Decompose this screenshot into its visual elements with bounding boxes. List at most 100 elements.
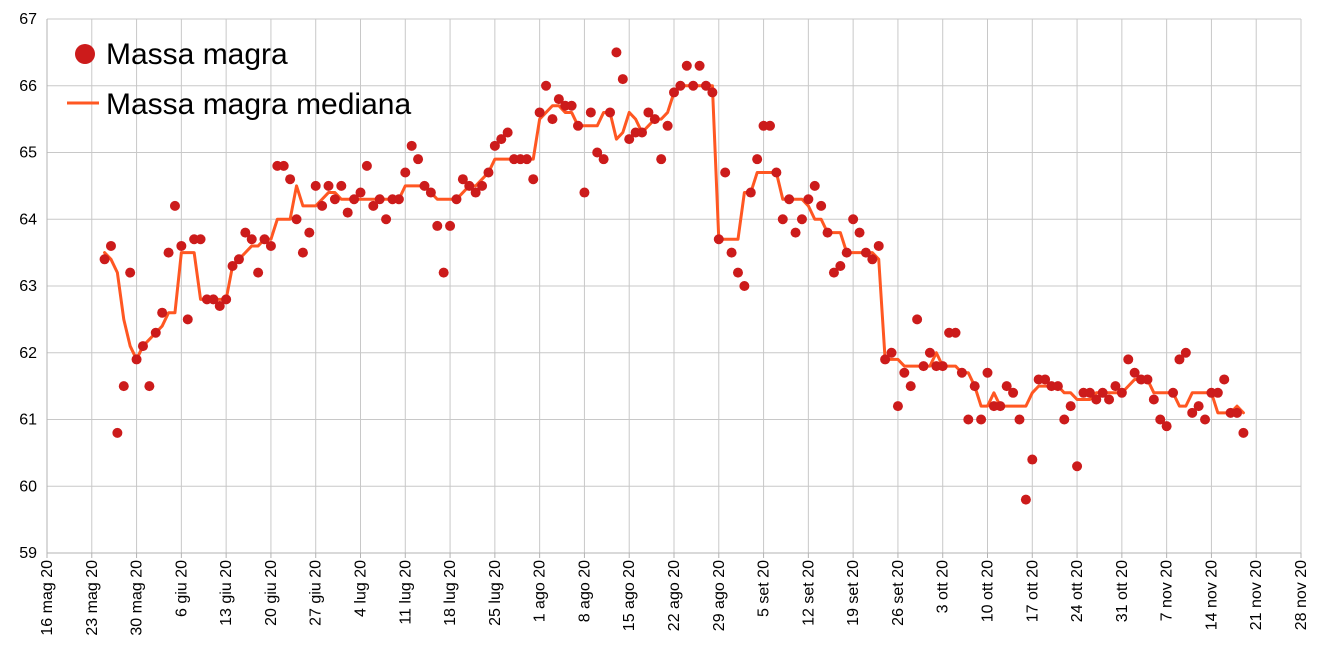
data-point-massa-magra [1027, 454, 1038, 465]
x-tick-label: 4 lug 20 [353, 560, 370, 617]
data-point-massa-magra [1091, 394, 1102, 405]
data-point-massa-magra [1180, 347, 1191, 358]
data-point-massa-magra [771, 167, 782, 178]
data-point-massa-magra [1008, 387, 1019, 398]
data-point-massa-magra [137, 341, 148, 352]
data-point-massa-magra [176, 240, 187, 251]
data-point-massa-magra [285, 174, 296, 185]
data-point-massa-magra [796, 214, 807, 225]
y-tick-label: 67 [19, 11, 37, 28]
data-point-massa-magra [157, 307, 168, 318]
data-point-massa-magra [547, 114, 558, 125]
data-point-massa-magra [892, 401, 903, 412]
data-point-massa-magra [675, 80, 686, 91]
data-point-massa-magra [790, 227, 801, 238]
data-point-massa-magra [1014, 414, 1025, 425]
x-tick-label: 20 giu 20 [263, 560, 280, 626]
data-point-massa-magra [841, 247, 852, 258]
legend-marker-massa-magra [75, 44, 95, 64]
data-point-massa-magra [976, 414, 987, 425]
data-point-massa-magra [150, 327, 161, 338]
data-point-massa-magra [349, 194, 360, 205]
data-point-massa-magra [592, 147, 603, 158]
x-tick-label: 8 ago 20 [576, 560, 593, 622]
x-tick-label: 15 ago 20 [621, 560, 638, 631]
x-tick-label: 13 giu 20 [218, 560, 235, 626]
data-point-massa-magra [963, 414, 974, 425]
data-point-massa-magra [214, 301, 225, 312]
data-point-massa-magra [822, 227, 833, 238]
data-point-massa-magra [566, 100, 577, 111]
x-tick-label: 29 ago 20 [711, 560, 728, 631]
x-tick-label: 10 ott 20 [980, 560, 997, 622]
data-point-massa-magra [816, 200, 827, 211]
data-point-massa-magra [336, 180, 347, 191]
data-point-massa-magra [1161, 421, 1172, 432]
x-tick-label: 19 set 20 [845, 560, 862, 626]
data-point-massa-magra [707, 87, 718, 98]
data-point-massa-magra [969, 381, 980, 392]
data-point-massa-magra [950, 327, 961, 338]
data-point-massa-magra [457, 174, 468, 185]
data-point-massa-magra [265, 240, 276, 251]
data-point-massa-magra [425, 187, 436, 198]
data-point-massa-magra [937, 361, 948, 372]
data-point-massa-magra [483, 167, 494, 178]
x-tick-label: 22 ago 20 [666, 560, 683, 631]
data-point-massa-magra [233, 254, 244, 265]
data-point-massa-magra [662, 120, 673, 131]
data-point-massa-magra [1052, 381, 1063, 392]
data-point-massa-magra [752, 154, 763, 165]
y-tick-label: 62 [19, 345, 37, 362]
data-point-massa-magra [624, 134, 635, 145]
data-point-massa-magra [1155, 414, 1166, 425]
data-point-massa-magra [1148, 394, 1159, 405]
data-point-massa-magra [726, 247, 737, 258]
data-point-massa-magra [419, 180, 430, 191]
data-point-massa-magra [982, 367, 993, 378]
data-point-massa-magra [393, 194, 404, 205]
data-point-massa-magra [1097, 387, 1108, 398]
data-point-massa-magra [1187, 407, 1198, 418]
data-point-massa-magra [720, 167, 731, 178]
data-point-massa-magra [355, 187, 366, 198]
data-point-massa-magra [195, 234, 206, 245]
data-point-massa-magra [899, 367, 910, 378]
data-point-massa-magra [1193, 401, 1204, 412]
data-point-massa-magra [1072, 461, 1083, 472]
data-point-massa-magra [489, 140, 500, 151]
axes [46, 19, 1302, 558]
x-tick-label: 26 set 20 [890, 560, 907, 626]
data-point-massa-magra [528, 174, 539, 185]
data-point-massa-magra [1200, 414, 1211, 425]
data-point-massa-magra [361, 160, 372, 171]
data-point-massa-magra [541, 80, 552, 91]
data-point-massa-magra [579, 187, 590, 198]
data-point-massa-magra [317, 200, 328, 211]
y-tick-labels: 59 60 61 62 63 64 65 66 67 [19, 11, 37, 562]
data-point-massa-magra [99, 254, 110, 265]
data-point-massa-magra [995, 401, 1006, 412]
data-point-massa-magra [381, 214, 392, 225]
data-point-massa-magra [956, 367, 967, 378]
y-tick-label: 64 [19, 211, 37, 228]
data-point-massa-magra [1116, 387, 1127, 398]
data-point-massa-magra [477, 180, 488, 191]
data-point-massa-magra [1129, 367, 1140, 378]
data-point-massa-magra [617, 74, 628, 85]
legend-label-massa-magra-mediana: Massa magra mediana [106, 88, 411, 121]
x-tick-label: 14 nov 20 [1203, 560, 1220, 630]
data-point-massa-magra [611, 47, 622, 58]
data-point-massa-magra [764, 120, 775, 131]
data-point-massa-magra [1001, 381, 1012, 392]
x-tick-label: 23 mag 20 [84, 560, 101, 636]
data-point-massa-magra [694, 60, 705, 71]
data-point-massa-magra [413, 154, 424, 165]
data-point-massa-magra [605, 107, 616, 118]
data-point-massa-magra [253, 267, 264, 278]
data-point-massa-magra [848, 214, 859, 225]
data-point-massa-magra [688, 80, 699, 91]
data-point-massa-magra [227, 260, 238, 271]
x-tick-label: 18 lug 20 [442, 560, 459, 626]
data-point-massa-magra [880, 354, 891, 365]
